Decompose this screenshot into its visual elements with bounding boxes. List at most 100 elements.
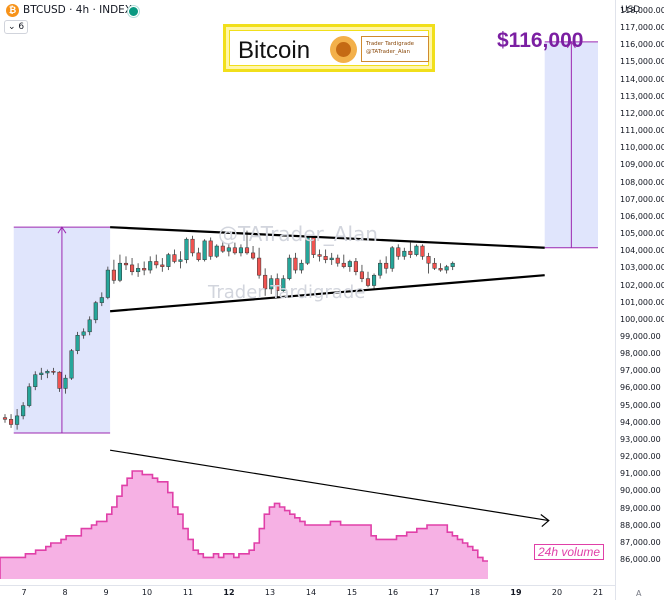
candle-body (396, 247, 401, 257)
candle-body (384, 262, 389, 269)
candle-body (257, 257, 262, 276)
tardigrade-logo-icon (330, 36, 357, 63)
auto-scale-button[interactable]: A (636, 589, 642, 598)
candle-body (117, 262, 123, 281)
price-tick-label: 110,000.00 (620, 143, 664, 153)
candle-body (220, 245, 225, 252)
candle-body (365, 278, 371, 286)
candle-body (353, 261, 358, 273)
price-tick-label: 105,000.00 (620, 229, 664, 239)
price-tick-label: 102,000.00 (620, 280, 664, 290)
candle-body (269, 278, 274, 290)
time-tick-label: 17 (428, 588, 440, 597)
price-tick-label: 112,000.00 (620, 108, 664, 118)
candle-body (21, 405, 26, 417)
candle-body (51, 371, 56, 373)
price-tick-label: 93,000.00 (620, 434, 661, 444)
watermark-handle: @TATrader_Alan (218, 222, 378, 246)
price-tick-label: 98,000.00 (620, 349, 661, 359)
candle-body (130, 264, 135, 273)
candle-body (45, 371, 50, 374)
candle-body (33, 374, 38, 387)
candle-body (444, 266, 449, 271)
price-tick-label: 100,000.00 (620, 314, 664, 324)
price-tick-label: 114,000.00 (620, 74, 664, 84)
candle-body (196, 252, 201, 261)
candle-body (184, 238, 189, 261)
candle-body (226, 247, 231, 252)
time-tick-label: 11 (182, 588, 194, 597)
volume-trend-line (110, 449, 549, 522)
time-tick-label: 8 (62, 588, 68, 597)
flagpole-arrowhead (57, 226, 67, 234)
candle-body (378, 262, 383, 276)
banner-title: Bitcoin (238, 37, 311, 64)
candle-body (136, 268, 141, 273)
time-tick-label: 20 (551, 588, 563, 597)
candle-body (15, 415, 20, 425)
market-status-icon[interactable] (128, 6, 139, 17)
price-tick-label: 89,000.00 (620, 503, 661, 513)
indicators-toggle[interactable]: ⌄ 6 (4, 20, 29, 34)
candle-body (390, 247, 395, 269)
candle-body (75, 335, 80, 351)
candle-body (214, 245, 219, 257)
price-tick-label: 117,000.00 (620, 23, 664, 33)
candle-body (402, 250, 407, 257)
candle-body (251, 252, 256, 259)
candle-body (372, 274, 377, 286)
time-tick-label: 9 (103, 588, 109, 597)
candle-body (208, 240, 213, 257)
candle-body (142, 268, 147, 271)
time-tick-label: 10 (141, 588, 153, 597)
banner-frame: Bitcoin Trader Tardigrade @TATrader_Alan (229, 30, 429, 66)
candle-body (450, 262, 455, 267)
candle-body (238, 247, 243, 254)
price-tick-label: 99,000.00 (620, 331, 661, 341)
price-tick-label: 107,000.00 (620, 194, 664, 204)
time-tick-label: 21 (592, 588, 604, 597)
price-tick-label: 113,000.00 (620, 91, 664, 101)
bitcoin-icon: ₿ (6, 4, 19, 17)
candle-body (93, 302, 98, 321)
triangle-lower-line (110, 274, 545, 313)
time-tick-label: 12 (223, 588, 235, 597)
time-tick-label: 13 (264, 588, 276, 597)
candle-body (63, 377, 68, 389)
candle-body (190, 238, 195, 254)
price-tick-label: 87,000.00 (620, 537, 661, 547)
candle-body (81, 331, 86, 336)
price-tick-label: 95,000.00 (620, 400, 661, 410)
candle-body (2, 417, 8, 420)
candle-body (39, 372, 44, 375)
price-tick-label: 106,000.00 (620, 211, 664, 221)
candle-body (178, 259, 183, 262)
symbol-info[interactable]: BTCUSD · 4h · INDEX (23, 4, 132, 16)
time-tick-label: 15 (346, 588, 358, 597)
volume-label: 24h volume (534, 544, 605, 560)
candle-body (99, 297, 104, 303)
time-tick-label: 16 (387, 588, 399, 597)
price-tick-label: 104,000.00 (620, 246, 664, 256)
triangle-upper-line (110, 226, 545, 249)
candle-body (299, 262, 304, 271)
candle-body (27, 386, 32, 406)
time-tick-label: 18 (469, 588, 481, 597)
price-tick-label: 86,000.00 (620, 555, 661, 564)
time-axis-border (0, 585, 615, 586)
time-tick-label: 14 (305, 588, 317, 597)
price-tick-label: 115,000.00 (620, 57, 664, 67)
price-tick-label: 116,000.00 (620, 40, 664, 50)
candle-body (347, 261, 352, 267)
candle-body (420, 245, 425, 257)
candle-body (202, 240, 207, 261)
candle-body (9, 419, 14, 425)
candle-body (111, 269, 116, 281)
volume-trend-arrowhead (540, 514, 550, 527)
price-axis-border (615, 0, 616, 600)
volume-area (0, 471, 488, 579)
candle-body (287, 257, 292, 279)
currency-label[interactable]: USD (621, 5, 641, 15)
